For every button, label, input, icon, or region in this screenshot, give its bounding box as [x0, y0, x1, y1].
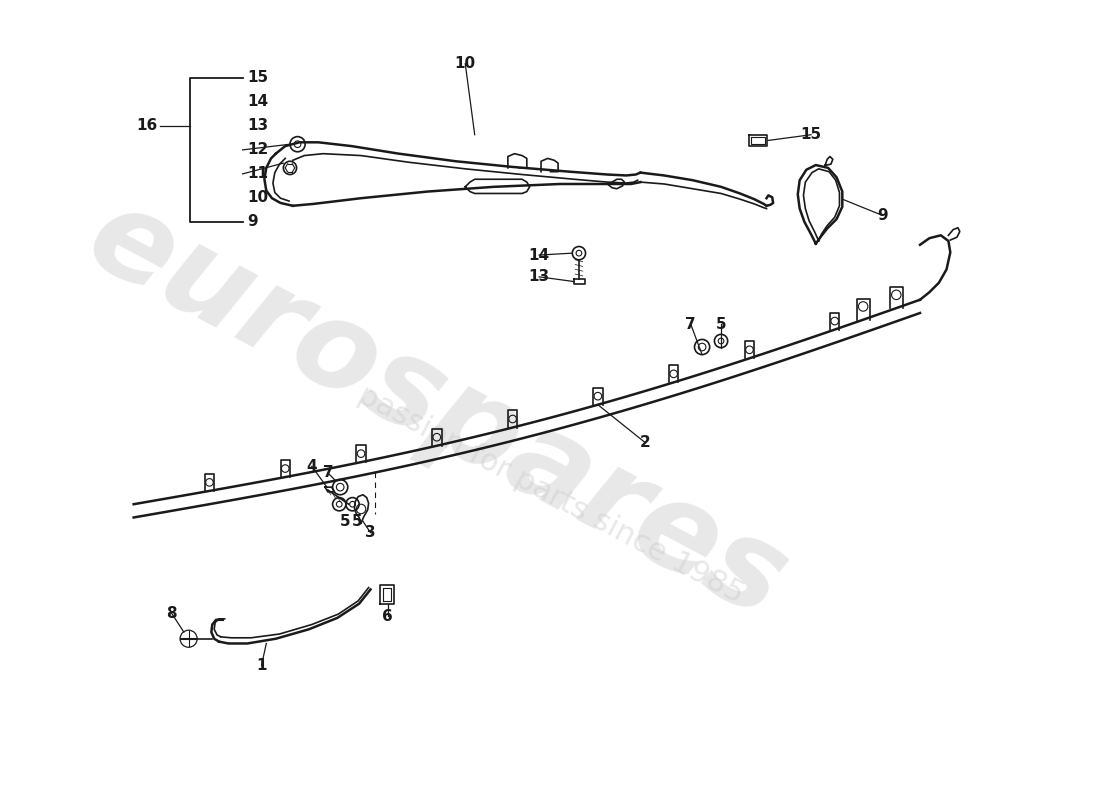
Text: 8: 8 [166, 606, 177, 621]
Text: 9: 9 [877, 208, 888, 222]
Text: 5: 5 [340, 514, 350, 529]
Text: 15: 15 [248, 70, 268, 86]
Text: 10: 10 [248, 190, 268, 206]
Text: 13: 13 [529, 270, 550, 284]
Text: 5: 5 [352, 514, 363, 529]
Text: 5: 5 [716, 317, 726, 332]
Text: 2: 2 [640, 435, 650, 450]
Text: eurospares: eurospares [68, 177, 805, 642]
Text: 4: 4 [307, 459, 317, 474]
Text: 11: 11 [248, 166, 268, 182]
Text: 6: 6 [382, 609, 393, 623]
Text: 16: 16 [136, 118, 157, 134]
Text: passion for parts since 1985: passion for parts since 1985 [353, 380, 748, 609]
Text: 14: 14 [529, 247, 550, 262]
Text: 7: 7 [322, 466, 333, 481]
Text: 14: 14 [248, 94, 268, 110]
Text: 13: 13 [248, 118, 268, 134]
Text: 3: 3 [365, 525, 376, 540]
Text: 12: 12 [248, 142, 268, 158]
Text: 10: 10 [454, 56, 476, 71]
Text: 7: 7 [685, 317, 696, 332]
Text: 9: 9 [248, 214, 258, 230]
Text: 15: 15 [801, 127, 822, 142]
Text: 1: 1 [256, 658, 267, 673]
